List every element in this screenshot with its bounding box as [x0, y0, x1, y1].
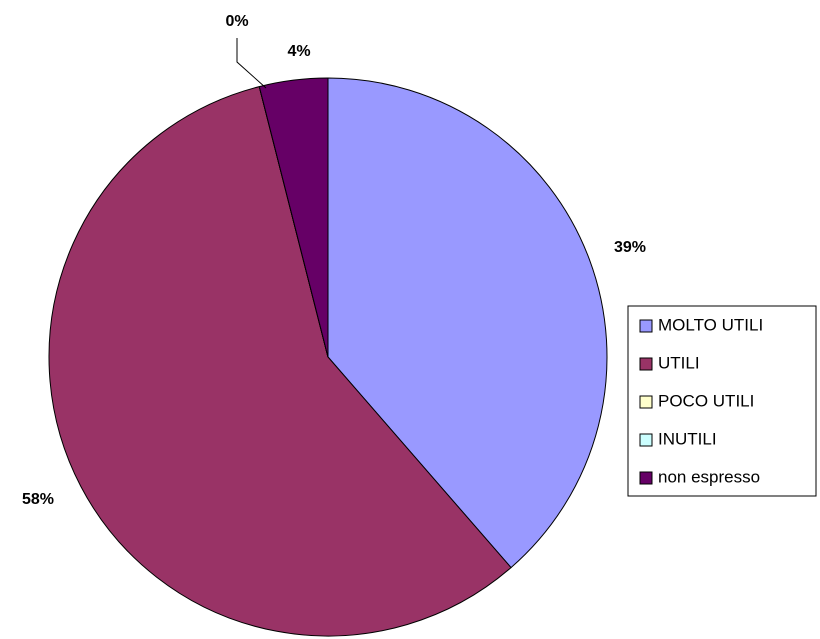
legend-swatch	[639, 395, 653, 409]
pie-slice	[48, 85, 512, 637]
legend-swatch	[639, 471, 653, 485]
pie-slice	[258, 77, 329, 358]
legend-label: POCO UTILI	[658, 391, 754, 410]
legend-label: non espresso	[658, 467, 760, 486]
data-label: 4%	[287, 43, 310, 60]
legend	[627, 305, 817, 497]
leader-line	[236, 38, 267, 89]
pie	[48, 77, 608, 637]
legend-swatch	[639, 357, 653, 371]
legend-label: MOLTO UTILI	[658, 315, 763, 334]
legend-swatch	[639, 319, 653, 333]
data-label: 0%	[225, 13, 248, 30]
legend-label: INUTILI	[658, 429, 717, 448]
pie-slice	[327, 77, 608, 569]
data-label: 58%	[22, 491, 54, 508]
legend-label: UTILI	[658, 353, 700, 372]
legend-swatch	[639, 433, 653, 447]
data-label: 39%	[614, 239, 646, 256]
